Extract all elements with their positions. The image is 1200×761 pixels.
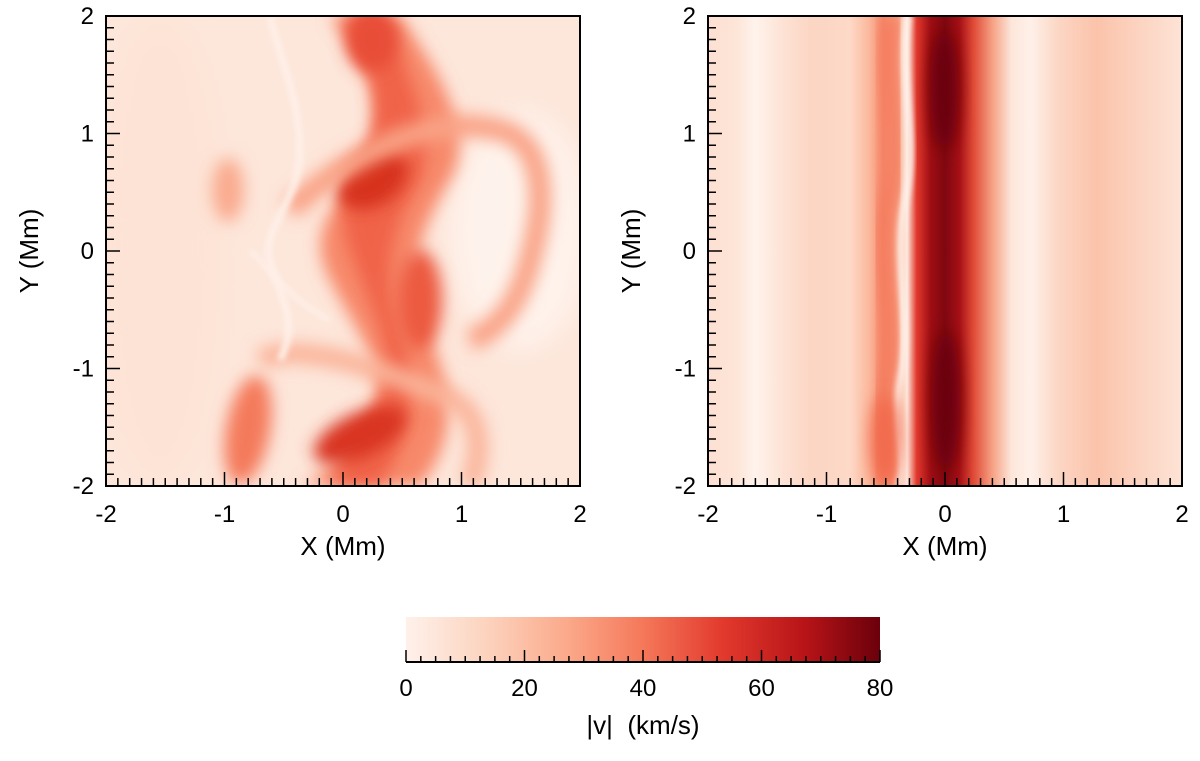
left-y-tick-labels: -2 -1 0 1 2 [73, 3, 94, 500]
colorbar: 0 20 40 60 80 |v| (km/s) [399, 617, 893, 740]
right-y-tick-labels: -2 -1 0 1 2 [675, 3, 696, 500]
right-y-axis-label: Y (Mm) [616, 209, 646, 294]
colorbar-label: |v| (km/s) [586, 710, 699, 740]
right-x-tick-label: 0 [938, 501, 951, 528]
right-x-axis-label: X (Mm) [902, 531, 987, 561]
left-x-tick-label: -1 [214, 501, 235, 528]
left-x-tick-label: 0 [336, 501, 349, 528]
left-y-tick-label: 2 [81, 3, 94, 30]
right-axis-ticks [707, 15, 1183, 487]
right-heatmap [708, 16, 1182, 486]
left-y-tick-label: 0 [81, 238, 94, 265]
right-x-tick-label: -2 [697, 501, 718, 528]
colorbar-tick-label: 40 [630, 675, 657, 702]
left-x-axis-label: X (Mm) [300, 531, 385, 561]
colorbar-tick-label: 80 [867, 675, 894, 702]
left-axis-ticks [105, 15, 581, 487]
colorbar-tick-label: 20 [511, 675, 538, 702]
right-y-tick-label: 2 [683, 3, 696, 30]
left-y-tick-label: 1 [81, 121, 94, 148]
colorbar-tick-label: 0 [399, 675, 412, 702]
left-heatmap [106, 16, 580, 486]
right-x-tick-label: 2 [1175, 501, 1188, 528]
left-y-tick-label: -1 [73, 356, 94, 383]
right-y-tick-label: 0 [683, 238, 696, 265]
right-panel: -2 -1 0 1 2 -2 -1 0 1 2 X (Mm) Y (Mm) [616, 3, 1189, 561]
left-x-tick-label: 1 [455, 501, 468, 528]
right-x-tick-labels: -2 -1 0 1 2 [697, 501, 1188, 528]
right-x-tick-label: -1 [816, 501, 837, 528]
right-y-tick-label: 1 [683, 121, 696, 148]
colorbar-ticks [405, 650, 881, 663]
left-x-tick-labels: -2 -1 0 1 2 [95, 501, 586, 528]
right-x-tick-label: 1 [1057, 501, 1070, 528]
colorbar-tick-label: 60 [748, 675, 775, 702]
left-y-axis-label: Y (Mm) [14, 209, 44, 294]
right-y-tick-label: -2 [675, 473, 696, 500]
right-y-tick-label: -1 [675, 356, 696, 383]
left-x-tick-label: 2 [573, 501, 586, 528]
left-y-tick-label: -2 [73, 473, 94, 500]
left-x-tick-label: -2 [95, 501, 116, 528]
left-panel: -2 -1 0 1 2 -2 -1 0 1 2 X (Mm) Y (Mm) [14, 3, 587, 561]
